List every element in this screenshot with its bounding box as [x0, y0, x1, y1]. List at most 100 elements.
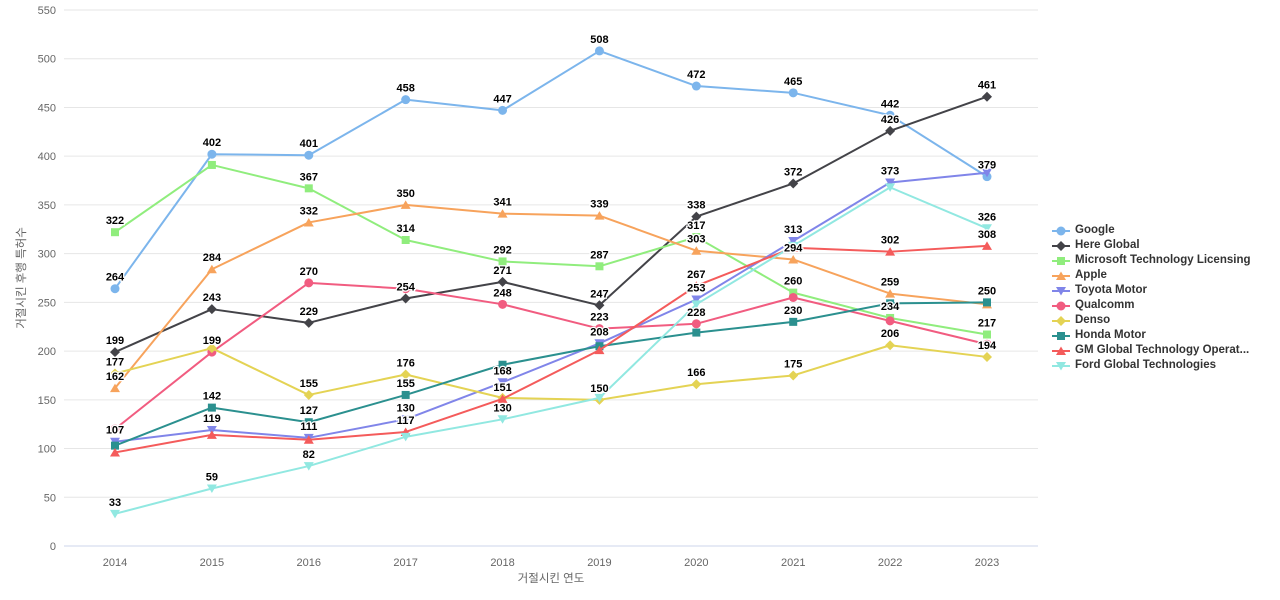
data-label: 130 [493, 402, 511, 414]
series-line-apple [114, 203, 988, 390]
data-point-ford-global-technologies-2017 [400, 432, 411, 442]
data-point-ford-global-technologies-2023 [982, 224, 992, 233]
data-label: 264 [106, 272, 125, 284]
data-label: 248 [493, 287, 511, 299]
data-point-qualcomm-2020 [691, 319, 701, 329]
legend-label: Honda Motor [1075, 329, 1146, 341]
data-point-honda-motor-2016 [304, 418, 313, 427]
data-point-qualcomm-2021 [788, 292, 798, 302]
legend-item-gm-global-technology-operat[interactable]: GM Global Technology Operat... [1052, 343, 1251, 358]
data-point-denso-2015 [206, 343, 217, 354]
y-tick-label: 350 [38, 200, 56, 212]
legend-item-microsoft-technology-licensing[interactable]: Microsoft Technology Licensing [1052, 253, 1251, 268]
legend-item-toyota-motor[interactable]: Toyota Motor [1052, 283, 1251, 298]
y-tick-label: 50 [44, 492, 56, 504]
y-tick-label: 300 [38, 249, 56, 261]
x-tick-label: 2021 [781, 557, 805, 569]
data-labels-qualcomm: 199 270 248 223 228 [201, 265, 706, 349]
data-point-qualcomm-2014 [110, 424, 120, 434]
data-point-qualcomm-2016 [304, 278, 314, 288]
data-point-ford-global-technologies-2014 [110, 509, 120, 519]
circle-marker-icon [1052, 226, 1070, 235]
data-label: 292 [493, 244, 511, 256]
data-point-microsoft-technology-licensing-2015 [207, 160, 216, 169]
legend-label: Apple [1075, 269, 1107, 281]
data-label: 260 [784, 276, 802, 288]
data-point-here-global-2018 [497, 276, 508, 287]
y-tick-label: 100 [38, 444, 56, 456]
data-label: 82 [303, 449, 315, 461]
data-label: 168 [493, 365, 511, 377]
series-denso [110, 340, 992, 405]
data-label: 142 [203, 391, 221, 403]
legend-label: Qualcomm [1075, 299, 1135, 311]
legend-item-apple[interactable]: Apple [1052, 268, 1251, 283]
series-line-here-global [114, 95, 988, 354]
data-point-gm-global-technology-operat-2019 [594, 345, 605, 355]
y-axis-title: 거절시킨 후행 특허수 [14, 227, 28, 329]
data-point-ford-global-technologies-2018 [497, 415, 508, 424]
data-label: 223 [590, 312, 608, 324]
data-label: 150 [590, 383, 608, 395]
data-point-qualcomm-2017 [401, 284, 411, 294]
series-line-qualcomm [114, 281, 988, 431]
data-point-google-2019 [594, 46, 604, 56]
x-tick-labels: 2014 2015 2016 2017 2018 2019 2020 2021 2022 2023 [103, 557, 999, 569]
data-label: 302 [881, 235, 899, 247]
data-label: 194 [978, 340, 997, 352]
triangle-marker-icon [1052, 346, 1070, 355]
x-tick-label: 2020 [684, 557, 708, 569]
legend-item-qualcomm[interactable]: Qualcomm [1052, 298, 1251, 313]
data-labels-microsoft-technology-licensing: 322 367 314 292 287 317 260 234 217 [105, 170, 998, 331]
data-point-qualcomm-2023 [982, 339, 992, 349]
data-point-denso-2020 [691, 379, 702, 390]
data-label: 230 [784, 305, 802, 317]
data-point-here-global-2020 [691, 211, 702, 222]
data-label: 254 [396, 281, 415, 293]
legend-item-google[interactable]: Google [1052, 223, 1251, 238]
data-point-here-global-2022 [885, 125, 896, 136]
data-label: 426 [881, 114, 899, 126]
legend-item-here-global[interactable]: Here Global [1052, 238, 1251, 253]
data-label: 303 [687, 234, 705, 246]
x-axis-title: 거절시킨 연도 [518, 571, 585, 585]
data-label: 461 [978, 80, 996, 92]
legend-item-ford-global-technologies[interactable]: Ford Global Technologies [1052, 358, 1251, 373]
legend-label: Microsoft Technology Licensing [1075, 254, 1251, 266]
data-point-toyota-motor-2023 [982, 168, 992, 178]
data-point-honda-motor-2014 [111, 441, 119, 450]
data-label: 332 [300, 205, 318, 217]
data-label: 228 [687, 307, 705, 319]
data-label: 326 [978, 211, 996, 223]
series-line-denso [114, 344, 988, 401]
data-point-google-2022 [885, 110, 895, 120]
data-point-google-2020 [691, 81, 701, 91]
data-point-microsoft-technology-licensing-2017 [401, 235, 410, 244]
y-tick-label: 450 [38, 102, 56, 114]
data-label: 372 [784, 166, 802, 178]
data-label: 234 [881, 301, 900, 313]
data-point-microsoft-technology-licensing-2018 [498, 257, 507, 266]
data-point-denso-2014 [110, 368, 120, 379]
x-tick-label: 2017 [393, 557, 417, 569]
data-label: 317 [687, 220, 705, 232]
data-point-google-2014 [110, 284, 120, 294]
data-point-toyota-motor-2017 [400, 415, 411, 424]
data-point-google-2015 [207, 149, 217, 159]
y-tick-label: 150 [38, 395, 56, 407]
data-point-denso-2017 [400, 369, 411, 380]
y-tick-label: 200 [38, 346, 56, 358]
y-gridlines: 0 50 100 150 200 250 300 350 400 450 500 550 [38, 5, 1038, 553]
data-point-here-global-2019 [594, 300, 605, 311]
data-label: 177 [106, 357, 124, 369]
data-label: 151 [493, 382, 511, 394]
series-qualcomm [110, 278, 992, 434]
legend-item-honda-motor[interactable]: Honda Motor [1052, 328, 1251, 343]
data-label: 59 [206, 472, 218, 484]
series-apple [110, 200, 992, 393]
legend-item-denso[interactable]: Denso [1052, 313, 1251, 328]
triangle-down-marker-icon [1052, 286, 1070, 295]
data-point-apple-2020 [691, 246, 702, 255]
data-label: 208 [590, 326, 608, 338]
data-point-toyota-motor-2022 [885, 178, 896, 187]
